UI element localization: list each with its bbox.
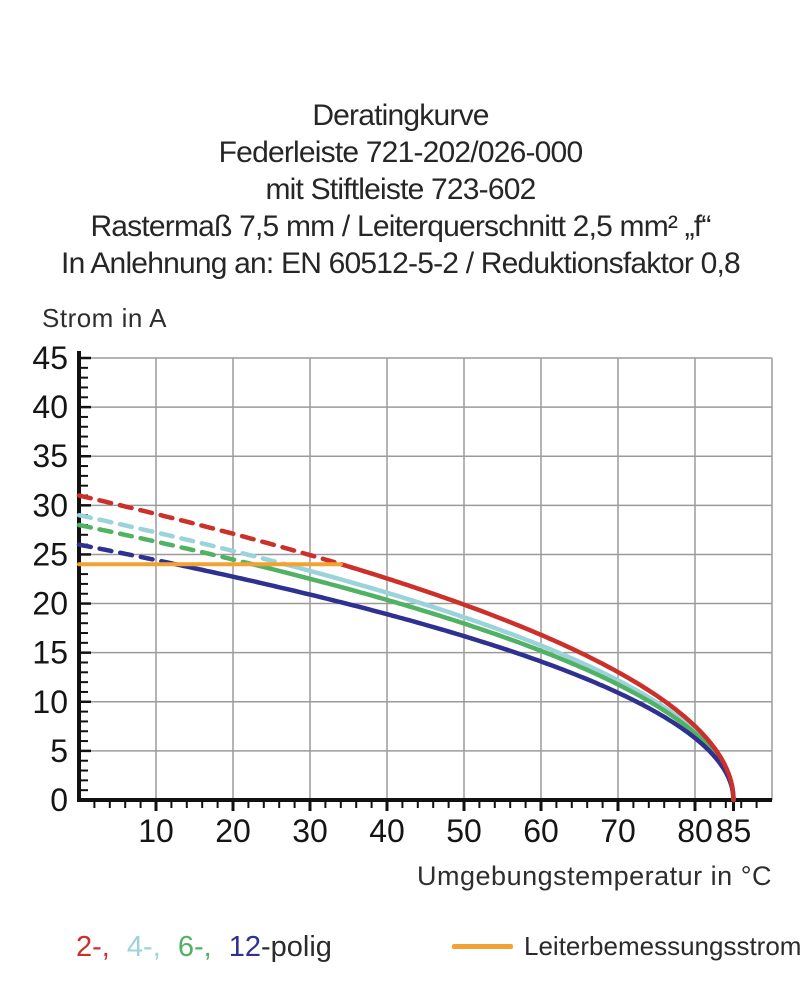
x-axis-title: Umgebungstemperatur in °C — [417, 861, 772, 891]
y-tick-label-45: 45 — [32, 340, 68, 376]
poles-legend: 2-, 4-, 6-, 12-polig — [76, 931, 332, 964]
curve-dashed-6-polig — [76, 522, 255, 567]
curve-dashed-12-polig — [76, 542, 179, 567]
title-line-3: mit Stiftleiste 723-602 — [265, 173, 536, 206]
y-tick-label-40: 40 — [32, 389, 68, 425]
curve-dashed-4-polig — [76, 512, 288, 567]
title-line-5: In Anlehnung an: EN 60512-5-2 / Reduktio… — [61, 247, 741, 280]
x-tick-label-80: 80 — [677, 813, 713, 849]
curve-solid-12-polig — [173, 562, 736, 803]
x-tick-label-60: 60 — [523, 813, 559, 849]
x-tick-label-40: 40 — [369, 813, 405, 849]
title-line-1: Deratingkurve — [312, 99, 489, 132]
y-tick-label-10: 10 — [32, 684, 68, 720]
legend-pole-12: 12 — [228, 931, 261, 963]
title-line-2: Federleiste 721-202/026-000 — [218, 136, 583, 169]
rated-current-legend: Leiterbemessungsstrom — [452, 931, 801, 962]
x-tick-label-30: 30 — [292, 813, 328, 849]
x-tick-label-70: 70 — [600, 813, 636, 849]
curve-solid-4-polig — [282, 562, 736, 803]
y-axis-title: Strom in A — [42, 303, 167, 333]
rated-current-line-swatch — [452, 944, 513, 949]
x-tick-label-50: 50 — [446, 813, 482, 849]
x-tick-label-85: 85 — [716, 813, 752, 849]
chart-title-block: Deratingkurve Federleiste 721-202/026-00… — [0, 97, 801, 282]
y-tick-label-0: 0 — [50, 782, 68, 818]
rated-current-label: Leiterbemessungsstrom — [524, 931, 801, 961]
legend-pole-2: 2-, — [76, 931, 110, 963]
y-tick-label-30: 30 — [32, 487, 68, 523]
x-tick-label-20: 20 — [215, 813, 251, 849]
y-tick-label-20: 20 — [32, 586, 68, 622]
curve-dashed-2-polig — [76, 493, 344, 567]
y-tick-label-25: 25 — [32, 536, 68, 572]
curve-solid-6-polig — [250, 562, 736, 803]
legend-pole-4: 4-, — [126, 931, 161, 963]
y-tick-label-5: 5 — [50, 733, 68, 769]
legend-pole-suffix: -polig — [260, 931, 332, 963]
x-tick-label-10: 10 — [138, 813, 174, 849]
y-tick-label-35: 35 — [32, 438, 68, 474]
y-tick-label-15: 15 — [32, 635, 68, 671]
legend-pole-6: 6-, — [177, 931, 212, 963]
curve-solid-2-polig — [338, 562, 736, 803]
title-line-4: Rastermaß 7,5 mm / Leiterquerschnitt 2,5… — [90, 210, 711, 243]
